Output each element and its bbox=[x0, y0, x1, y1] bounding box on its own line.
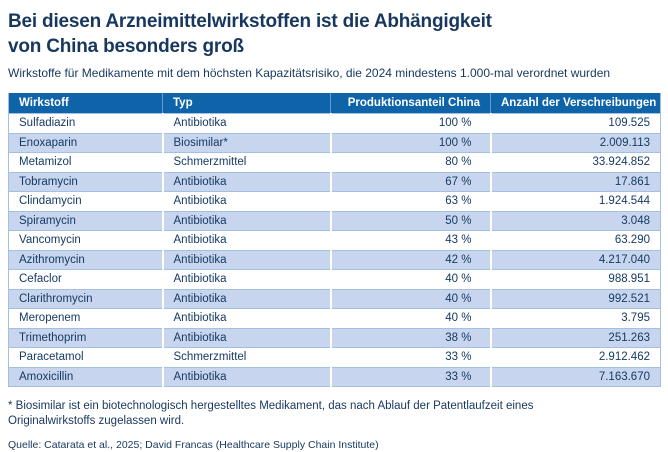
cell-verschreibungen: 988.951 bbox=[489, 269, 661, 290]
cell-typ: Schmerzmittel bbox=[161, 152, 331, 173]
cell-typ: Antibiotika bbox=[161, 250, 331, 270]
cell-verschreibungen: 992.521 bbox=[489, 289, 661, 309]
cell-wirkstoff: Amoxicillin bbox=[19, 370, 74, 383]
cell-wirkstoff: Vancomycin bbox=[19, 234, 81, 247]
table-row: Cefaclor Antibiotika 40 % 988.951 bbox=[8, 269, 661, 290]
cell-verschreibungen: 109.525 bbox=[489, 113, 661, 134]
table-row: Clarithromycin Antibiotika 40 % 992.521 bbox=[8, 289, 661, 309]
subtitle: Wirkstoffe für Medikamente mit dem höchs… bbox=[8, 66, 611, 81]
cell-wirkstoff: Cefaclor bbox=[19, 273, 62, 286]
cell-produktionsanteil: 100 % bbox=[329, 133, 491, 153]
cell-produktionsanteil: 63 % bbox=[329, 191, 491, 212]
cell-wirkstoff: Sulfadiazin bbox=[19, 117, 76, 130]
table-row: Metamizol Schmerzmittel 80 % 33.924.852 bbox=[8, 152, 661, 173]
table-header-row: Wirkstoff Typ Produktionsanteil China An… bbox=[8, 93, 661, 114]
table-row: Amoxicillin Antibiotika 33 % 7.163.670 bbox=[8, 367, 661, 387]
cell-typ: Antibiotika bbox=[161, 308, 331, 329]
cell-typ: Antibiotika bbox=[161, 172, 331, 192]
cell-verschreibungen: 17.861 bbox=[489, 172, 661, 192]
column-header-typ: Typ bbox=[162, 93, 331, 114]
cell-produktionsanteil: 33 % bbox=[329, 367, 491, 387]
table-row: Sulfadiazin Antibiotika 100 % 109.525 bbox=[8, 113, 661, 134]
table-row: Spiramycin Antibiotika 50 % 3.048 bbox=[8, 211, 661, 231]
cell-verschreibungen: 2.912.462 bbox=[489, 347, 661, 368]
cell-typ: Biosimilar* bbox=[161, 133, 331, 153]
cell-produktionsanteil: 40 % bbox=[329, 269, 491, 290]
cell-typ: Antibiotika bbox=[161, 328, 331, 348]
cell-typ: Schmerzmittel bbox=[161, 347, 331, 368]
drug-dependency-table: Wirkstoff Typ Produktionsanteil China An… bbox=[8, 93, 661, 388]
cell-typ: Antibiotika bbox=[161, 367, 331, 387]
cell-wirkstoff: Paracetamol bbox=[19, 351, 84, 364]
page-title: Bei diesen Arzneimittelwirkstoffen ist d… bbox=[8, 11, 492, 57]
cell-produktionsanteil: 33 % bbox=[329, 347, 491, 368]
table-row: Tobramycin Antibiotika 67 % 17.861 bbox=[8, 172, 661, 192]
cell-wirkstoff: Clindamycin bbox=[19, 195, 82, 208]
cell-wirkstoff: Tobramycin bbox=[19, 175, 78, 188]
cell-typ: Antibiotika bbox=[161, 289, 331, 309]
cell-wirkstoff: Meropenem bbox=[19, 312, 81, 325]
cell-verschreibungen: 7.163.670 bbox=[489, 367, 661, 387]
cell-typ: Antibiotika bbox=[161, 191, 331, 212]
cell-verschreibungen: 4.217.040 bbox=[489, 250, 661, 270]
table-row: Enoxaparin Biosimilar* 100 % 2.009.113 bbox=[8, 133, 661, 153]
cell-verschreibungen: 63.290 bbox=[489, 230, 661, 251]
cell-produktionsanteil: 40 % bbox=[329, 308, 491, 329]
cell-verschreibungen: 33.924.852 bbox=[489, 152, 661, 173]
cell-verschreibungen: 251.263 bbox=[489, 328, 661, 348]
cell-verschreibungen: 3.795 bbox=[489, 308, 661, 329]
cell-verschreibungen: 3.048 bbox=[489, 211, 661, 231]
cell-produktionsanteil: 38 % bbox=[329, 328, 491, 348]
cell-produktionsanteil: 100 % bbox=[329, 113, 491, 134]
table-row: Paracetamol Schmerzmittel 33 % 2.912.462 bbox=[8, 347, 661, 368]
cell-wirkstoff: Metamizol bbox=[19, 156, 72, 169]
cell-typ: Antibiotika bbox=[161, 230, 331, 251]
cell-wirkstoff: Trimethoprim bbox=[19, 331, 87, 344]
column-header-verschreibungen: Anzahl der Verschreibungen bbox=[490, 93, 661, 114]
cell-produktionsanteil: 67 % bbox=[329, 172, 491, 192]
cell-produktionsanteil: 80 % bbox=[329, 152, 491, 173]
cell-wirkstoff: Spiramycin bbox=[19, 214, 76, 227]
source-line: Quelle: Catarata et al., 2025; David Fra… bbox=[8, 439, 379, 452]
cell-wirkstoff: Azithromycin bbox=[19, 253, 85, 266]
column-header-produktionsanteil: Produktionsanteil China bbox=[330, 93, 491, 114]
table-row: Meropenem Antibiotika 40 % 3.795 bbox=[8, 308, 661, 329]
cell-typ: Antibiotika bbox=[161, 211, 331, 231]
cell-produktionsanteil: 50 % bbox=[329, 211, 491, 231]
table-row: Clindamycin Antibiotika 63 % 1.924.544 bbox=[8, 191, 661, 212]
cell-wirkstoff: Clarithromycin bbox=[19, 292, 93, 305]
column-header-wirkstoff: Wirkstoff bbox=[8, 93, 163, 114]
cell-wirkstoff: Enoxaparin bbox=[19, 136, 78, 149]
table-body: Sulfadiazin Antibiotika 100 % 109.525 Enoxap… bbox=[8, 113, 661, 387]
cell-typ: Antibiotika bbox=[161, 269, 331, 290]
cell-produktionsanteil: 40 % bbox=[329, 289, 491, 309]
table-row: Vancomycin Antibiotika 43 % 63.290 bbox=[8, 230, 661, 251]
cell-verschreibungen: 1.924.544 bbox=[489, 191, 661, 212]
footnote: * Biosimilar ist ein biotechnologisch he… bbox=[8, 400, 534, 427]
table-header: Wirkstoff Typ Produktionsanteil China An… bbox=[8, 93, 661, 114]
table-row: Azithromycin Antibiotika 42 % 4.217.040 bbox=[8, 250, 661, 270]
cell-verschreibungen: 2.009.113 bbox=[489, 133, 661, 153]
cell-produktionsanteil: 43 % bbox=[329, 230, 491, 251]
cell-produktionsanteil: 42 % bbox=[329, 250, 491, 270]
cell-typ: Antibiotika bbox=[161, 113, 331, 134]
table-row: Trimethoprim Antibiotika 38 % 251.263 bbox=[8, 328, 661, 348]
